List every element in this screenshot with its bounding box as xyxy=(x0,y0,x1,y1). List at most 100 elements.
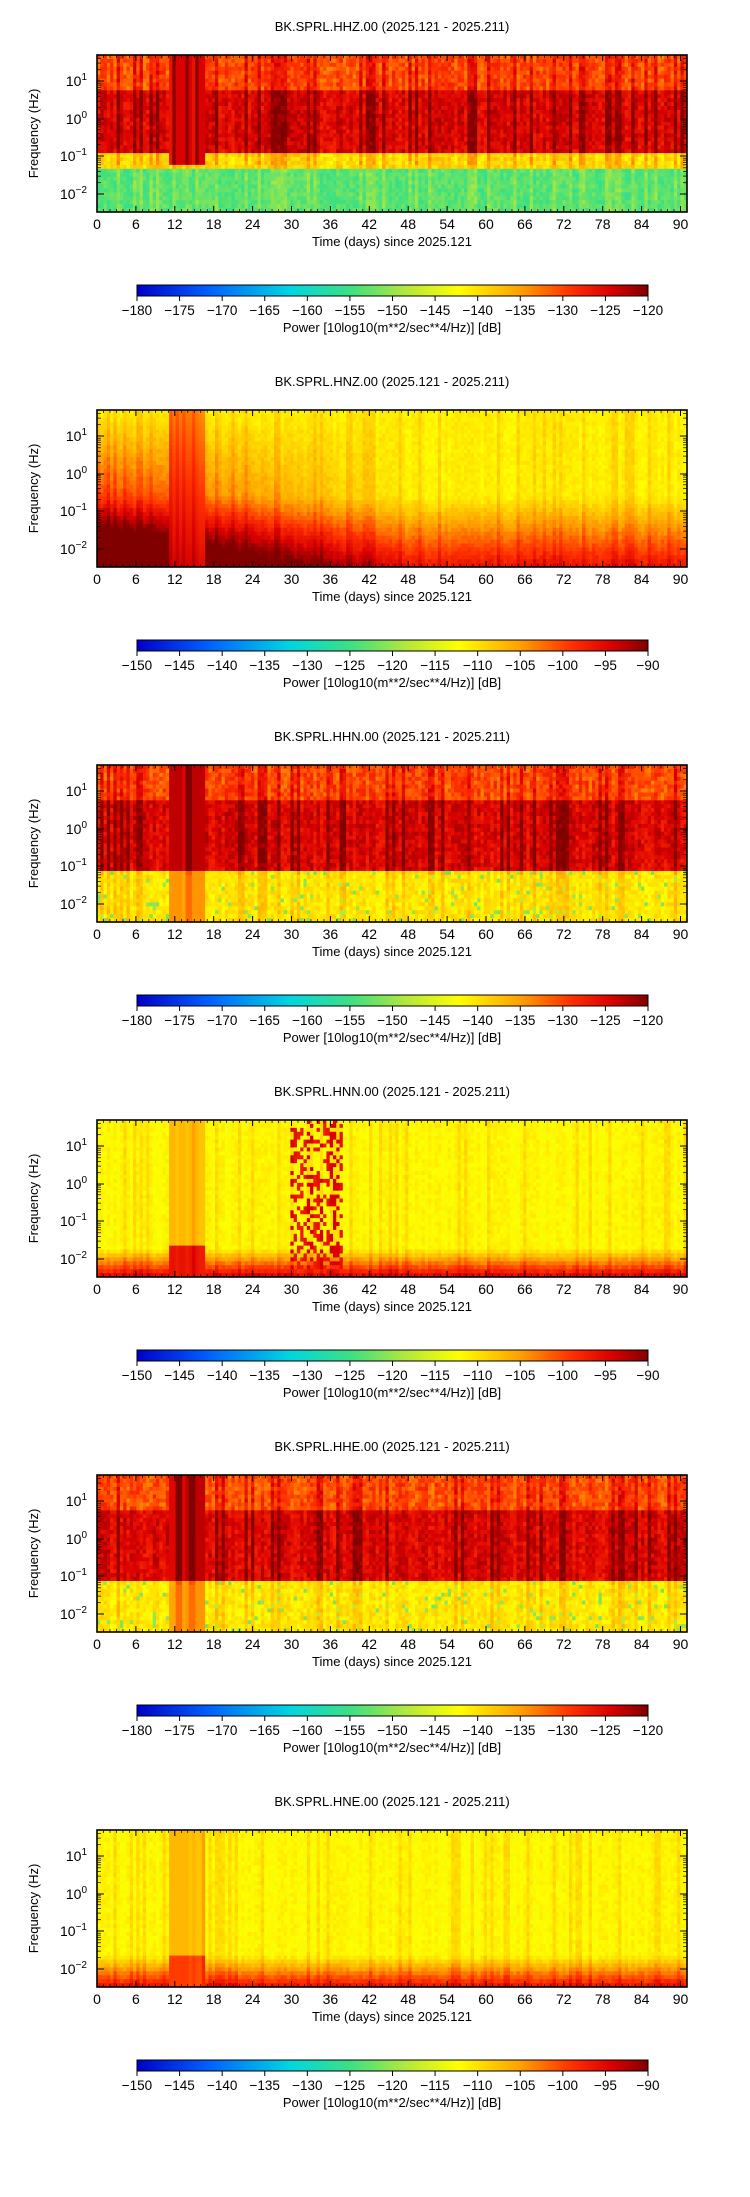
heatmap-cell xyxy=(172,71,176,75)
heatmap-cell xyxy=(163,98,167,102)
heatmap-cell xyxy=(228,177,232,181)
heatmap-cell xyxy=(199,118,203,122)
heatmap-cell xyxy=(215,71,219,75)
heatmap-cell xyxy=(100,196,104,200)
heatmap-cell xyxy=(228,79,232,83)
heatmap-cell xyxy=(186,122,190,126)
heatmap-cell xyxy=(104,134,108,138)
heatmap-cell xyxy=(231,75,235,79)
heatmap-cell xyxy=(123,59,127,63)
heatmap-cell xyxy=(136,192,140,196)
heatmap-cell xyxy=(205,169,209,173)
heatmap-cell xyxy=(107,86,111,90)
heatmap-cell xyxy=(149,145,153,149)
heatmap-cell xyxy=(186,82,190,86)
heatmap-cell xyxy=(153,79,157,83)
heatmap-cell xyxy=(245,185,249,189)
heatmap-cell xyxy=(133,134,137,138)
heatmap-cell xyxy=(186,196,190,200)
heatmap-cell xyxy=(104,110,108,114)
heatmap-cell xyxy=(208,141,212,145)
heatmap-cell xyxy=(235,126,239,130)
heatmap-cell xyxy=(166,177,170,181)
heatmap-cell xyxy=(248,79,252,83)
heatmap-cell xyxy=(107,169,111,173)
heatmap-cell xyxy=(127,134,131,138)
heatmap-cell xyxy=(202,145,206,149)
heatmap-cell xyxy=(192,200,196,204)
heatmap-cell xyxy=(245,196,249,200)
heatmap-cell xyxy=(218,173,222,177)
heatmap-cell xyxy=(199,177,203,181)
heatmap-cell xyxy=(153,204,157,208)
heatmap-cell xyxy=(113,149,117,153)
heatmap-cell xyxy=(153,192,157,196)
heatmap-cell xyxy=(166,204,170,208)
heatmap-cell xyxy=(120,67,124,71)
heatmap-cell xyxy=(120,71,124,75)
heatmap-cell xyxy=(100,200,104,204)
heatmap-cell xyxy=(189,75,193,79)
heatmap-cell xyxy=(156,122,160,126)
heatmap-cell xyxy=(208,122,212,126)
heatmap-cell xyxy=(117,181,121,185)
heatmap-cell xyxy=(208,188,212,192)
heatmap-cell xyxy=(238,137,242,141)
heatmap-cell xyxy=(156,94,160,98)
heatmap-cell xyxy=(146,79,150,83)
heatmap-cell xyxy=(133,173,137,177)
heatmap-cell xyxy=(104,106,108,110)
heatmap-cell xyxy=(235,185,239,189)
heatmap-cell xyxy=(107,188,111,192)
heatmap-cell xyxy=(228,134,232,138)
heatmap-cell xyxy=(245,161,249,165)
heatmap-cell xyxy=(199,122,203,126)
heatmap-cell xyxy=(136,161,140,165)
heatmap-cell xyxy=(110,185,114,189)
heatmap-cell xyxy=(146,114,150,118)
heatmap-cell xyxy=(212,63,216,67)
heatmap-cell xyxy=(156,181,160,185)
heatmap-cell xyxy=(238,86,242,90)
heatmap-cell xyxy=(127,141,131,145)
heatmap-cell xyxy=(179,169,183,173)
heatmap-cell xyxy=(192,90,196,94)
heatmap-cell xyxy=(205,130,209,134)
heatmap-cell xyxy=(146,141,150,145)
heatmap-cell xyxy=(143,137,147,141)
heatmap-cell xyxy=(199,169,203,173)
heatmap-cell xyxy=(146,165,150,169)
heatmap-cell xyxy=(136,196,140,200)
heatmap-cell xyxy=(192,130,196,134)
heatmap-cell xyxy=(228,110,232,114)
heatmap-cell xyxy=(225,141,229,145)
heatmap-cell xyxy=(189,59,193,63)
heatmap-cell xyxy=(143,94,147,98)
heatmap-cell xyxy=(195,118,199,122)
heatmap-cell xyxy=(110,145,114,149)
heatmap-cell xyxy=(179,98,183,102)
heatmap-cell xyxy=(218,145,222,149)
heatmap-cell xyxy=(104,126,108,130)
heatmap-cell xyxy=(245,63,249,67)
heatmap-cell xyxy=(189,177,193,181)
heatmap-cell xyxy=(104,188,108,192)
heatmap-cell xyxy=(117,161,121,165)
heatmap-cell xyxy=(176,75,180,79)
heatmap-cell xyxy=(107,200,111,204)
heatmap-cell xyxy=(153,157,157,161)
heatmap-cell xyxy=(117,126,121,130)
heatmap-cell xyxy=(120,137,124,141)
heatmap-cell xyxy=(245,134,249,138)
heatmap-cell xyxy=(113,196,117,200)
heatmap-cell xyxy=(149,63,153,67)
heatmap-cell xyxy=(159,130,163,134)
heatmap-cell xyxy=(149,181,153,185)
heatmap-cell xyxy=(172,94,176,98)
heatmap-cell xyxy=(140,86,144,90)
heatmap-cell xyxy=(205,192,209,196)
heatmap-cell xyxy=(222,149,226,153)
heatmap-cell xyxy=(153,67,157,71)
heatmap-cell xyxy=(130,118,134,122)
heatmap-cell xyxy=(245,141,249,145)
